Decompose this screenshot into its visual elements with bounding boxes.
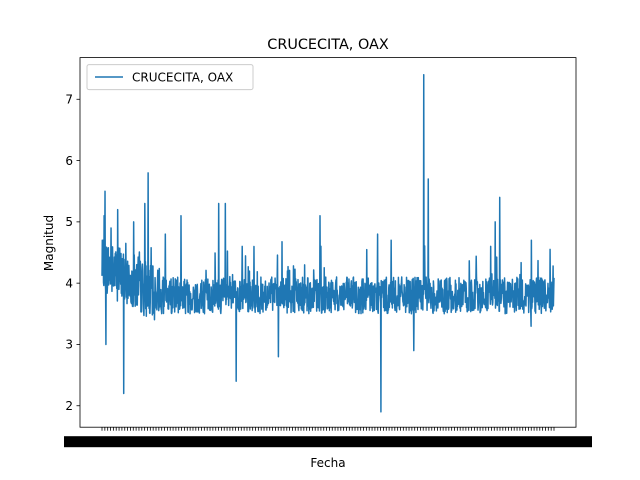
y-tick-label: 6 — [65, 154, 73, 168]
x-axis-ticks — [64, 427, 592, 448]
legend: CRUCECITA, OAX — [86, 64, 254, 91]
y-tick-label: 7 — [65, 92, 73, 106]
y-axis-label: Magnitud — [42, 215, 56, 271]
x-tick-labels-overlapping — [64, 436, 592, 448]
series-layer — [101, 74, 555, 413]
legend-box — [86, 64, 254, 91]
plot-area: 2 3 4 5 6 7 — [64, 57, 592, 448]
y-axis-ticks: 2 3 4 5 6 7 — [65, 92, 80, 413]
y-tick-label: 3 — [65, 338, 73, 352]
chart-title: CRUCECITA, OAX — [267, 37, 389, 53]
series-line-crucecita — [101, 74, 555, 413]
x-axis-label: Fecha — [310, 456, 345, 470]
y-tick-label: 2 — [65, 399, 73, 413]
legend-label: CRUCECITA, OAX — [132, 71, 233, 85]
y-tick-label: 4 — [65, 276, 73, 290]
y-tick-label: 5 — [65, 215, 73, 229]
axes-frame — [79, 57, 577, 428]
